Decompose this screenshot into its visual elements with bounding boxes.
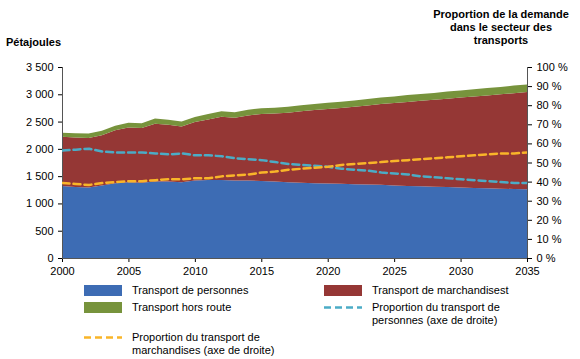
svg-text:100 %: 100 % xyxy=(537,61,568,73)
svg-text:20 %: 20 % xyxy=(537,214,562,226)
html-text:Transport hors route: Transport hors route xyxy=(132,301,232,313)
svg-text:2005: 2005 xyxy=(117,265,141,277)
svg-text:2000: 2000 xyxy=(50,265,74,277)
svg-text:70 %: 70 % xyxy=(537,118,562,130)
svg-text:2010: 2010 xyxy=(183,265,207,277)
svg-text:1 000: 1 000 xyxy=(26,197,54,209)
svg-text:0 %: 0 % xyxy=(537,252,556,264)
html-text:Transport de marchandisest: Transport de marchandisest xyxy=(372,284,509,296)
svg-text:0: 0 xyxy=(47,252,53,264)
svg-text:2 500: 2 500 xyxy=(26,116,54,128)
html-text:Transport de personnes: Transport de personnes xyxy=(132,284,249,296)
html-text:Proportion de la demande dans: Proportion de la demande dans le secteur… xyxy=(433,8,569,46)
html-text:Proportion du transport de mar: Proportion du transport de marchandises … xyxy=(132,331,275,356)
svg-text:3 500: 3 500 xyxy=(26,61,54,73)
svg-text:500: 500 xyxy=(35,225,53,237)
svg-text:2030: 2030 xyxy=(449,265,473,277)
svg-text:3 000: 3 000 xyxy=(26,88,54,100)
svg-text:2025: 2025 xyxy=(382,265,406,277)
svg-text:2020: 2020 xyxy=(316,265,340,277)
svg-text:80 %: 80 % xyxy=(537,99,562,111)
svg-text:2 000: 2 000 xyxy=(26,143,54,155)
svg-text:90 %: 90 % xyxy=(537,80,562,92)
svg-text:60 %: 60 % xyxy=(537,137,562,149)
svg-text:30 %: 30 % xyxy=(537,195,562,207)
svg-text:40 %: 40 % xyxy=(537,176,562,188)
svg-text:2035: 2035 xyxy=(515,265,539,277)
svg-text:2015: 2015 xyxy=(250,265,274,277)
svg-text:50 %: 50 % xyxy=(537,157,562,169)
html-text:Pétajoules: Pétajoules xyxy=(6,36,61,48)
html-text:Proportion du transport de per: Proportion du transport de personnes (ax… xyxy=(372,301,500,326)
svg-text:1 500: 1 500 xyxy=(26,170,54,182)
svg-text:10 %: 10 % xyxy=(537,233,562,245)
